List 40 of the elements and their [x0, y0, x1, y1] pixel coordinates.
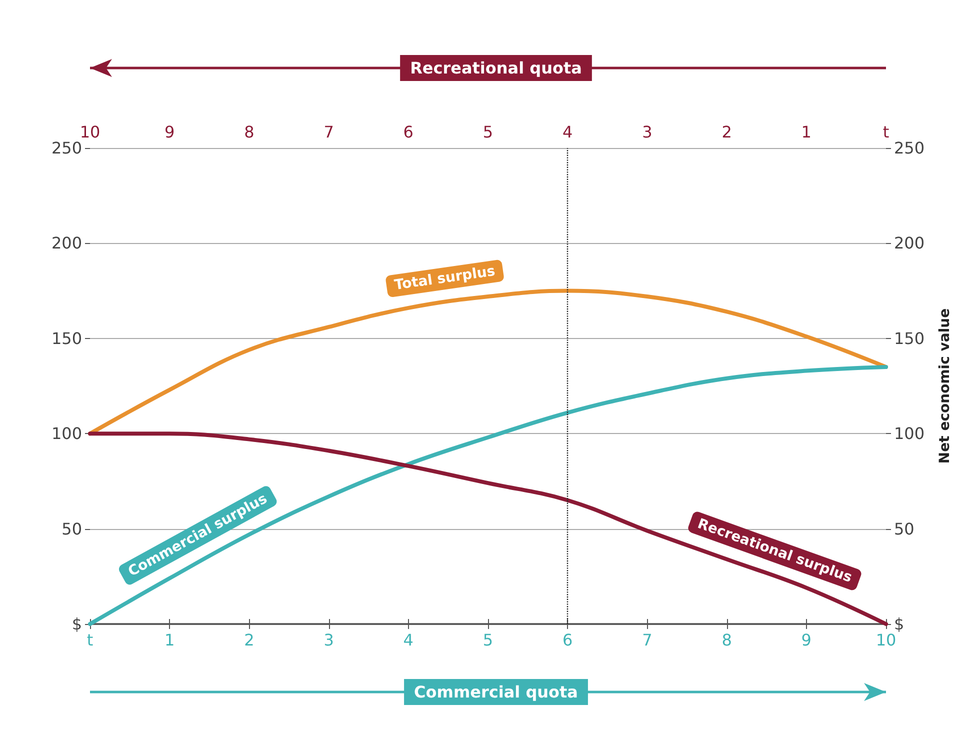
y-tick-label: 150: [51, 328, 82, 348]
x2-tick-label: 7: [324, 122, 334, 142]
x-tick-label: t: [86, 630, 94, 650]
y2-tick-label: 100: [894, 424, 925, 444]
x2-tick-label: t: [882, 122, 890, 142]
x-tick-label: 9: [801, 630, 812, 650]
y2-tick-label: 200: [894, 234, 925, 253]
x-tick-label: 1: [164, 630, 175, 650]
line-series: [88, 364, 888, 626]
x-tick-label: 5: [482, 630, 494, 650]
x2-tick-label: 6: [403, 122, 414, 142]
x-tick-label: 4: [403, 630, 414, 650]
y2-tick-label: 150: [894, 328, 925, 348]
x2-tick-label: 9: [164, 122, 175, 142]
x2-tick-label: 10: [80, 122, 100, 142]
x2-tick-label: 4: [562, 122, 573, 142]
x2-tick-label: 1: [801, 122, 812, 142]
y2-axis-title: Net economic value: [937, 308, 953, 464]
y2-tick-label: 50: [894, 519, 914, 538]
x2-tick-label: 2: [722, 122, 732, 142]
x-tick-label: 10: [876, 630, 896, 650]
y-tick-label: $: [72, 614, 82, 634]
y-tick-label: 50: [62, 519, 82, 538]
x-tick-label: 2: [244, 630, 254, 650]
x-tick-label: 6: [562, 630, 573, 650]
x2-tick-label: 5: [482, 122, 494, 142]
y2-tick-label: 250: [894, 138, 925, 158]
x-axis-title: Commercial quota: [414, 682, 578, 702]
y-tick-label: 200: [51, 234, 82, 253]
line-series: [88, 432, 888, 626]
y-tick-label: 100: [51, 424, 82, 444]
x2-axis-title: Recreational quota: [410, 58, 582, 78]
y-tick-label: 250: [51, 138, 82, 158]
text: Total surplus: [393, 263, 496, 294]
x2-tick-label: 3: [642, 122, 652, 142]
x2-tick-label: 8: [244, 122, 254, 142]
y2-tick-label: $: [894, 614, 904, 634]
x-tick-label: 3: [324, 630, 334, 650]
x-tick-label: 7: [642, 630, 652, 650]
x-tick-label: 8: [722, 630, 732, 650]
